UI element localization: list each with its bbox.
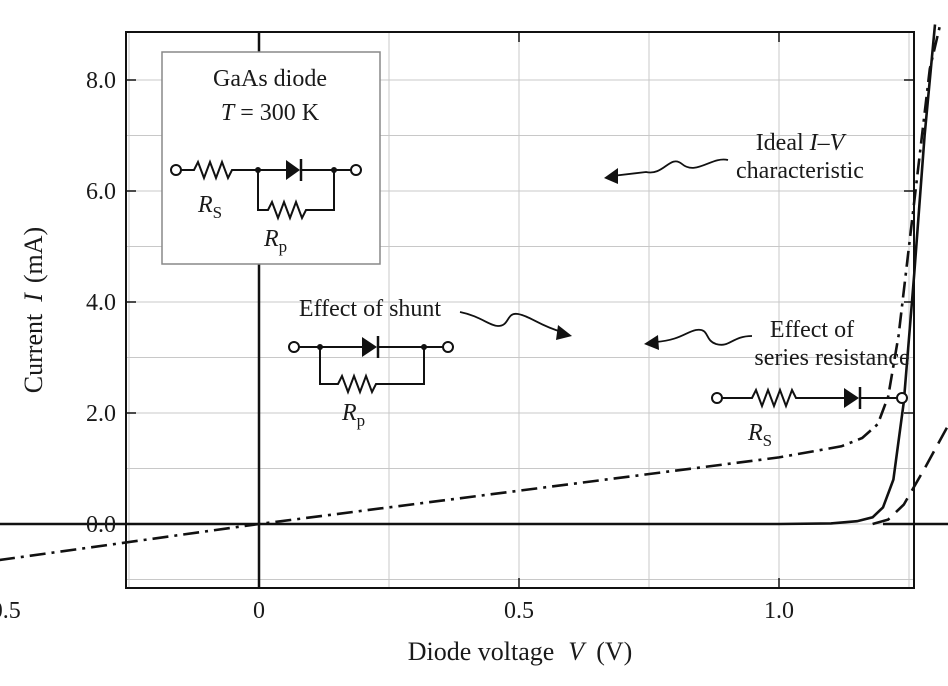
series-label-line1: Effect of xyxy=(770,317,854,343)
series-arrowhead xyxy=(644,335,659,350)
y-tick-label: 0.0 xyxy=(86,512,116,538)
shunt-label: Effect of shunt xyxy=(299,296,442,322)
x-tick-label: 0 xyxy=(253,598,265,624)
y-tick-label: 8.0 xyxy=(86,68,116,94)
shunt-rp-label: Rp xyxy=(341,400,365,430)
y-tick-label: 6.0 xyxy=(86,179,116,205)
shunt-diode-icon xyxy=(362,337,377,357)
inset-temperature: T = 300 K xyxy=(221,100,320,126)
shunt-circuit xyxy=(288,341,454,395)
x-axis-label: Diode voltage V (V) xyxy=(408,637,633,666)
curves xyxy=(0,24,948,562)
series-circuit xyxy=(711,387,908,409)
series-diode-icon xyxy=(844,388,859,408)
inset-rp-label: Rp xyxy=(263,226,287,256)
tick-marks: −0.500.51.01.52.02.50.02.04.06.08.0 xyxy=(0,32,914,624)
inset-title: GaAs diode xyxy=(213,66,327,92)
x-tick-label: 1.0 xyxy=(764,598,794,624)
ideal-arrowhead xyxy=(604,168,618,184)
y-tick-label: 4.0 xyxy=(86,290,116,316)
shunt-arrowhead xyxy=(556,325,572,340)
y-axis-label: CurrentI(mA) xyxy=(19,227,48,393)
inset-rs-label: RS xyxy=(197,192,222,222)
ideal-label-line1: Ideal I–V xyxy=(756,130,847,156)
series-effect-of-shunt xyxy=(0,24,942,562)
inset-frame xyxy=(161,51,381,265)
series-label-line2: series resistance xyxy=(754,345,909,371)
inset-diode-icon xyxy=(286,160,300,180)
y-tick-label: 2.0 xyxy=(86,401,116,427)
grid-lines xyxy=(126,32,914,588)
shunt-pointer xyxy=(459,311,563,333)
shunt-annotation: Effect of shunt Rp xyxy=(288,296,572,430)
x-tick-label: −0.5 xyxy=(0,598,21,624)
inset-box: GaAs diode T = 300 K RS Rp xyxy=(161,51,381,265)
ideal-label-line2: characteristic xyxy=(736,158,864,184)
series-effect-of-series-resistance xyxy=(872,422,948,526)
x-tick-label: 0.5 xyxy=(504,598,534,624)
series-ideal-i-v-characteristic xyxy=(0,24,937,526)
ideal-pointer xyxy=(611,158,729,177)
inset-circuit xyxy=(170,159,362,221)
plot-frame xyxy=(125,31,915,589)
series-annotation: Effect of series resistance RS xyxy=(644,317,910,450)
series-rs-label: RS xyxy=(747,420,772,450)
ideal-annotation: Ideal I–V characteristic xyxy=(604,130,864,184)
series-pointer xyxy=(655,328,753,346)
